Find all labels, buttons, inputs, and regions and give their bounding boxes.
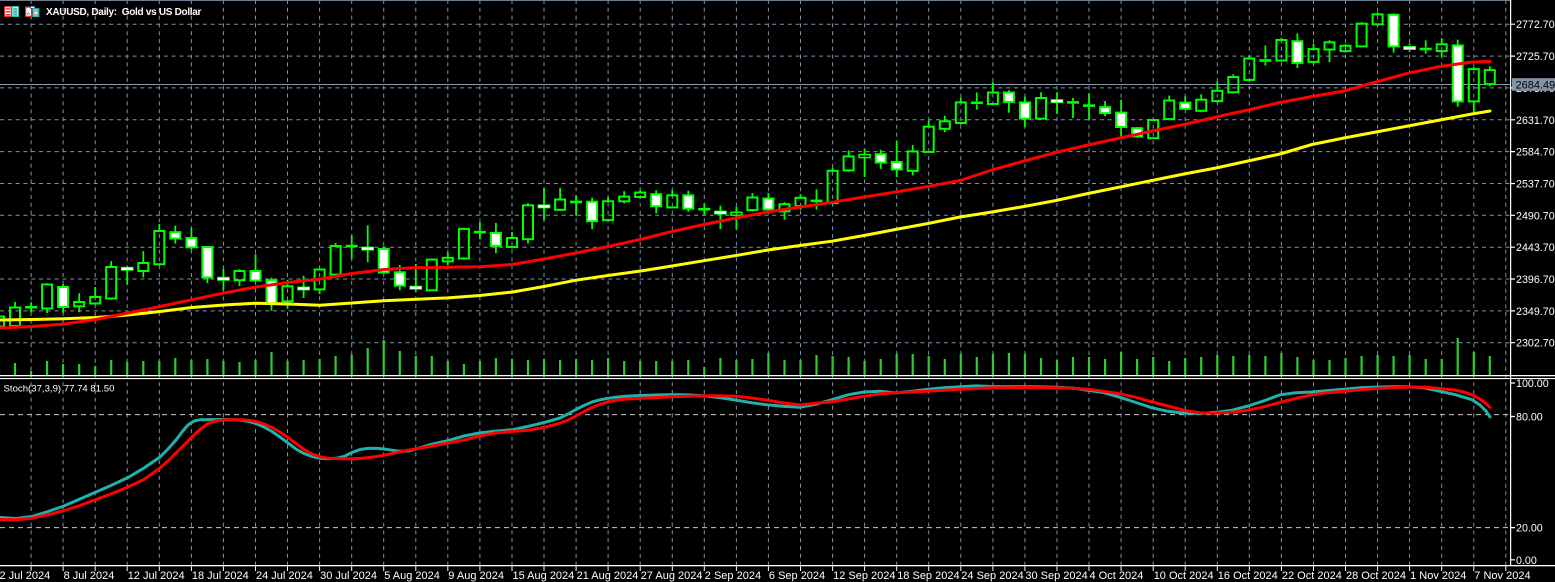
svg-text:80.00: 80.00 [1516, 412, 1543, 424]
svg-text:4 Oct 2024: 4 Oct 2024 [1090, 570, 1144, 582]
svg-text:2725.70: 2725.70 [1516, 51, 1555, 63]
svg-text:100.00: 100.00 [1516, 378, 1549, 390]
svg-text:2537.70: 2537.70 [1516, 179, 1555, 191]
svg-text:2684.49: 2684.49 [1516, 80, 1555, 92]
svg-text:12 Jul 2024: 12 Jul 2024 [128, 570, 185, 582]
svg-text:2584.70: 2584.70 [1516, 147, 1555, 159]
svg-text:1 Nov 2024: 1 Nov 2024 [1410, 570, 1466, 582]
svg-text:7 Nov 2024: 7 Nov 2024 [1474, 570, 1530, 582]
svg-text:10 Oct 2024: 10 Oct 2024 [1154, 570, 1214, 582]
svg-text:2349.70: 2349.70 [1516, 306, 1555, 318]
svg-text:20.00: 20.00 [1516, 523, 1543, 535]
svg-text:18 Jul 2024: 18 Jul 2024 [192, 570, 249, 582]
svg-text:30 Sep 2024: 30 Sep 2024 [1025, 570, 1087, 582]
svg-text:27 Aug 2024: 27 Aug 2024 [641, 570, 703, 582]
svg-text:28 Oct 2024: 28 Oct 2024 [1346, 570, 1406, 582]
svg-text:30 Jul 2024: 30 Jul 2024 [320, 570, 377, 582]
svg-text:24 Jul 2024: 24 Jul 2024 [256, 570, 313, 582]
svg-text:18 Sep 2024: 18 Sep 2024 [897, 570, 959, 582]
svg-text:Stoch(37,3,9) 77.74 81.50: Stoch(37,3,9) 77.74 81.50 [4, 384, 115, 395]
svg-text:8 Jul 2024: 8 Jul 2024 [64, 570, 115, 582]
svg-text:2443.70: 2443.70 [1516, 242, 1555, 254]
svg-text:2631.70: 2631.70 [1516, 115, 1555, 127]
svg-text:6 Sep 2024: 6 Sep 2024 [769, 570, 825, 582]
svg-text:24 Sep 2024: 24 Sep 2024 [961, 570, 1023, 582]
svg-text:15 Aug 2024: 15 Aug 2024 [513, 570, 575, 582]
svg-text:2490.70: 2490.70 [1516, 210, 1555, 222]
svg-text:5 Aug 2024: 5 Aug 2024 [384, 570, 440, 582]
svg-text:2772.70: 2772.70 [1516, 19, 1555, 31]
svg-text:12 Sep 2024: 12 Sep 2024 [833, 570, 895, 582]
svg-text:22 Oct 2024: 22 Oct 2024 [1282, 570, 1342, 582]
svg-text:XAUUSD, Daily: Gold vs US Dol: XAUUSD, Daily: Gold vs US Dollar [46, 7, 202, 18]
svg-text:0.00: 0.00 [1516, 555, 1537, 567]
svg-text:16 Oct 2024: 16 Oct 2024 [1218, 570, 1278, 582]
svg-text:2 Jul 2024: 2 Jul 2024 [0, 570, 50, 582]
svg-text:2396.70: 2396.70 [1516, 274, 1555, 286]
svg-text:21 Aug 2024: 21 Aug 2024 [577, 570, 639, 582]
svg-text:2302.70: 2302.70 [1516, 338, 1555, 350]
svg-text:9 Aug 2024: 9 Aug 2024 [448, 570, 504, 582]
svg-text:2 Sep 2024: 2 Sep 2024 [705, 570, 761, 582]
